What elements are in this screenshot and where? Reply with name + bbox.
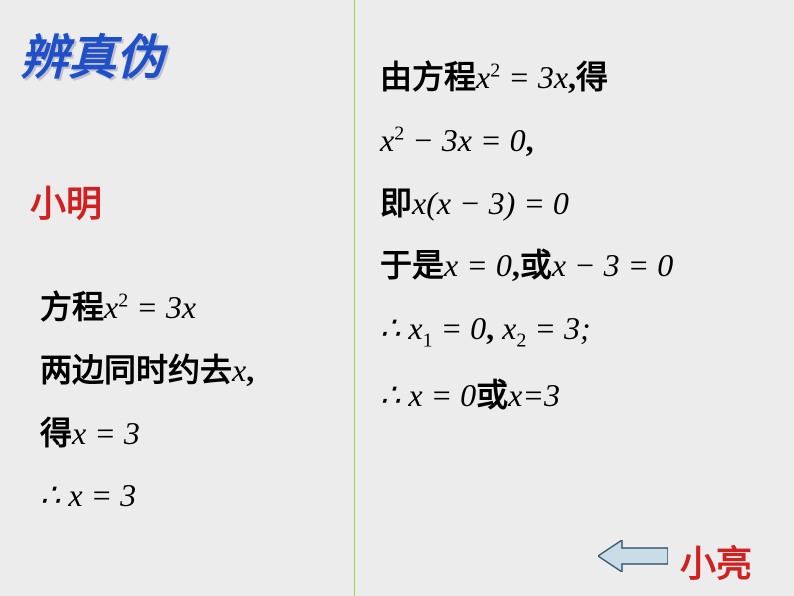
var-x: x <box>508 377 522 413</box>
eq: = <box>136 289 158 325</box>
num-0: 0 <box>496 247 512 283</box>
text-de: 得 <box>576 59 608 95</box>
right-line-2: x2 − 3x = 0, <box>380 118 780 163</box>
eq: = <box>508 59 530 95</box>
vertical-divider <box>354 0 355 596</box>
var-x: x <box>552 247 566 283</box>
num-3: 3 <box>442 122 458 158</box>
text-liangbian: 两边同时约去 <box>40 352 232 388</box>
right-line-1: 由方程x2 = 3x,得 <box>380 55 780 100</box>
num-0: 0 <box>657 247 673 283</box>
text-you: 由方程 <box>380 59 476 95</box>
eq: = <box>480 122 502 158</box>
num-0: 0 <box>553 185 569 221</box>
sub-2: 2 <box>516 330 526 352</box>
num-0: 0 <box>510 122 526 158</box>
eq: = <box>431 377 453 413</box>
semi: ; <box>580 310 591 346</box>
student-name-xiaoming: 小明 <box>30 175 102 227</box>
num-3: 3 <box>604 247 620 283</box>
num-3: 3 <box>489 185 505 221</box>
sub-1: 1 <box>423 330 433 352</box>
num-3: 3 <box>544 377 560 413</box>
num-3: 3 <box>564 310 580 346</box>
eq: = <box>94 415 116 451</box>
minus: − <box>574 247 596 283</box>
comma: , <box>246 352 254 388</box>
page-title: 辨真伪 <box>20 18 164 88</box>
var-x: x <box>554 59 568 95</box>
student-name-xiaoliang: 小亮 <box>680 535 752 587</box>
eq: = <box>466 247 488 283</box>
comma: , <box>568 59 576 95</box>
text-yushi: 于是 <box>380 247 444 283</box>
eq: = <box>523 185 545 221</box>
comma: , <box>526 122 534 158</box>
therefore: ∴ <box>40 477 60 513</box>
eq: = <box>441 310 463 346</box>
text-huo: 或 <box>476 377 508 413</box>
var-x: x <box>68 477 82 513</box>
left-solution-block: 方程x2 = 3x 两边同时约去x, 得x = 3 ∴ x = 3 <box>40 285 340 536</box>
var-x: x <box>72 415 86 451</box>
eq: = <box>534 310 556 346</box>
sup-2: 2 <box>490 59 500 81</box>
left-line-1: 方程x2 = 3x <box>40 285 340 330</box>
right-line-5: ∴ x1 = 0, x2 = 3; <box>380 306 780 354</box>
var-x: x <box>502 310 516 346</box>
comma: , <box>486 310 494 346</box>
text-huo: 或 <box>520 247 552 283</box>
rparen: ) <box>505 185 516 221</box>
var-x: x <box>232 352 246 388</box>
var-x: x <box>444 247 458 283</box>
num-3: 3 <box>120 477 136 513</box>
text-de: 得 <box>40 415 72 451</box>
therefore: ∴ <box>380 377 400 413</box>
num-3: 3 <box>538 59 554 95</box>
num-0: 0 <box>460 377 476 413</box>
eq: = <box>628 247 650 283</box>
minus: − <box>459 185 481 221</box>
num-0: 0 <box>470 310 486 346</box>
right-line-6: ∴ x = 0或x=3 <box>380 373 780 418</box>
right-line-3: 即x(x − 3) = 0 <box>380 181 780 226</box>
text-ji: 即 <box>380 185 412 221</box>
left-line-3: 得x = 3 <box>40 411 340 456</box>
var-x: x <box>104 289 118 325</box>
left-line-2: 两边同时约去x, <box>40 348 340 393</box>
var-x: x <box>408 377 422 413</box>
lparen: ( <box>426 185 437 221</box>
var-x: x <box>408 310 422 346</box>
var-x: x <box>412 185 426 221</box>
num-3: 3 <box>166 289 182 325</box>
minus: − <box>412 122 434 158</box>
sup-2: 2 <box>394 122 404 144</box>
right-solution-block: 由方程x2 = 3x,得 x2 − 3x = 0, 即x(x − 3) = 0 … <box>380 55 780 435</box>
var-x: x <box>182 289 196 325</box>
comma: , <box>512 247 520 283</box>
left-line-4: ∴ x = 3 <box>40 473 340 518</box>
var-x: x <box>380 122 394 158</box>
therefore: ∴ <box>380 310 400 346</box>
num-3: 3 <box>124 415 140 451</box>
left-arrow-icon <box>598 540 668 572</box>
var-x: x <box>437 185 451 221</box>
eq: = <box>522 377 544 413</box>
right-line-4: 于是x = 0,或x − 3 = 0 <box>380 243 780 288</box>
var-x: x <box>458 122 472 158</box>
var-x: x <box>476 59 490 95</box>
eq: = <box>91 477 113 513</box>
sup-2: 2 <box>118 289 128 311</box>
text-fangcheng: 方程 <box>40 289 104 325</box>
